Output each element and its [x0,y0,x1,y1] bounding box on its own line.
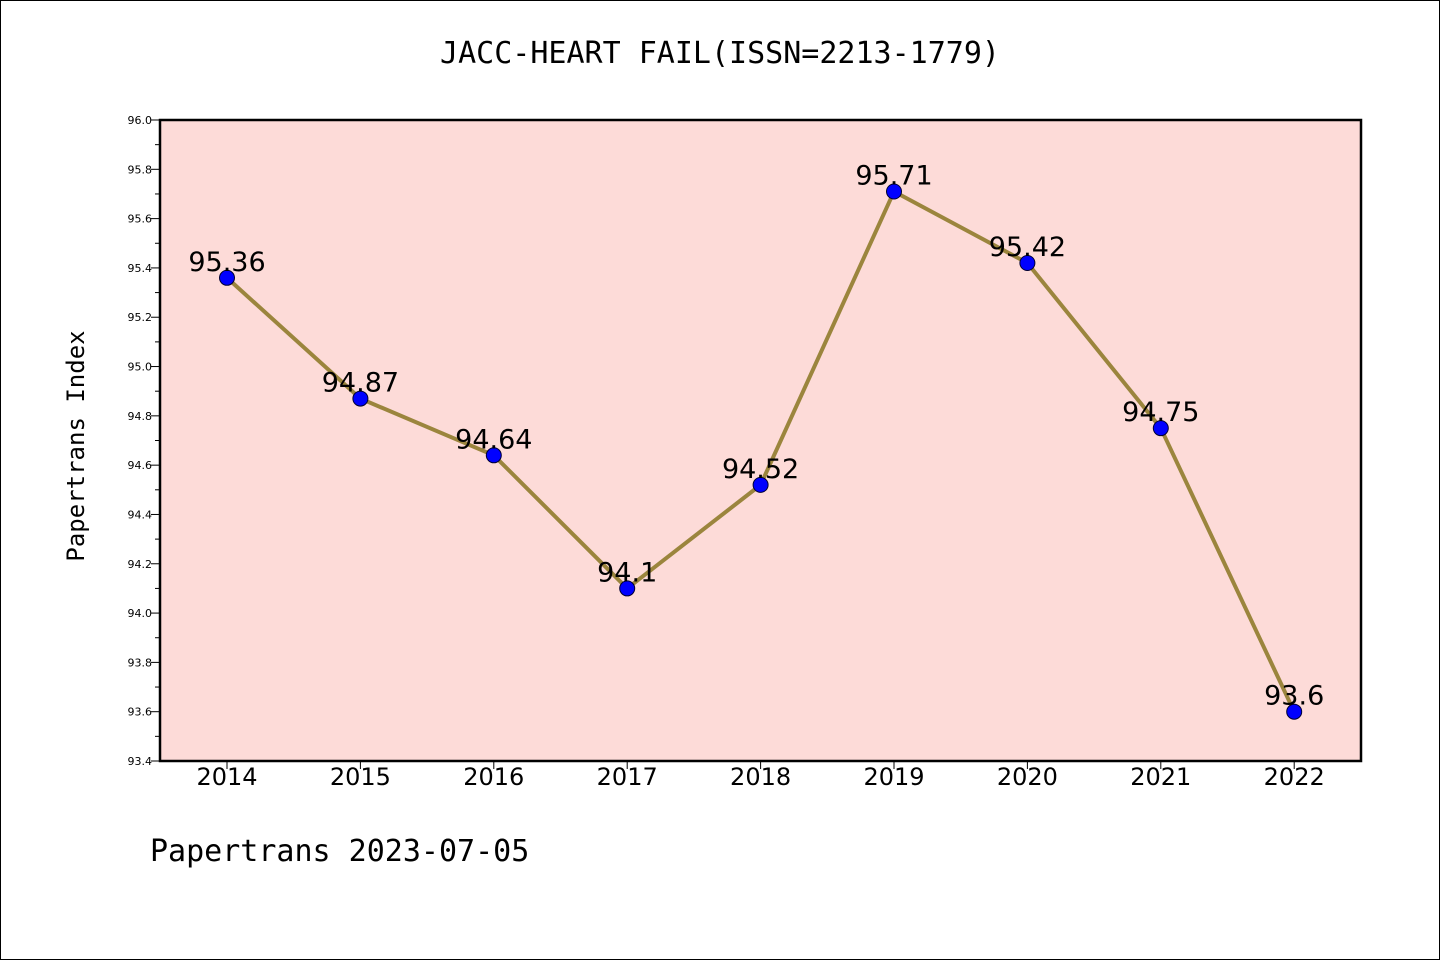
plot-area [160,120,1361,761]
data-label: 95.71 [855,160,932,191]
data-label: 94.75 [1122,397,1199,428]
y-tick-label: 94.6 [128,459,153,472]
data-point [886,183,902,200]
footer-text: Papertrans 2023-07-05 [150,834,530,869]
data-point [352,390,369,407]
data-point [619,580,636,597]
data-label: 94.1 [597,557,657,588]
data-point [219,269,235,286]
data-label: 95.42 [989,232,1066,263]
x-tick-label: 2017 [597,763,658,791]
x-tick-label: 2014 [196,763,257,791]
y-tick-label: 95.8 [128,163,153,176]
y-tick-label: 95.0 [128,361,153,374]
y-tick-label: 94.4 [128,508,153,521]
x-tick-label: 2022 [1264,763,1325,791]
y-tick-label: 96.0 [128,114,153,127]
x-tick-label: 2018 [730,763,791,791]
x-tick-label: 2016 [463,763,524,791]
plot-border [158,118,1363,763]
data-point [485,447,502,464]
y-tick-label: 94.8 [128,410,153,423]
data-point [1152,420,1169,437]
data-point [1019,254,1036,271]
x-tick-label: 2020 [997,763,1058,791]
data-label: 94.87 [322,368,399,399]
y-tick-label: 95.2 [128,311,153,324]
y-tick-label: 93.8 [128,656,153,669]
data-point [752,476,769,493]
x-tick-label: 2019 [863,763,924,791]
y-tick-label: 95.4 [128,262,153,275]
y-tick-label: 95.6 [128,213,153,226]
data-label: 93.6 [1264,681,1324,712]
data-label: 94.64 [455,424,532,455]
data-label: 94.52 [722,454,799,485]
y-tick-label: 93.6 [128,706,153,719]
y-tick-label: 93.4 [128,755,153,768]
y-tick-label: 94.0 [128,607,153,620]
y-tick-label: 94.2 [128,558,153,571]
x-tick-label: 2021 [1130,763,1191,791]
data-point [1286,703,1303,720]
x-tick-label: 2015 [330,763,391,791]
data-label: 95.36 [188,247,265,278]
chart-title: JACC-HEART FAIL(ISSN=2213-1779) [440,36,1000,71]
